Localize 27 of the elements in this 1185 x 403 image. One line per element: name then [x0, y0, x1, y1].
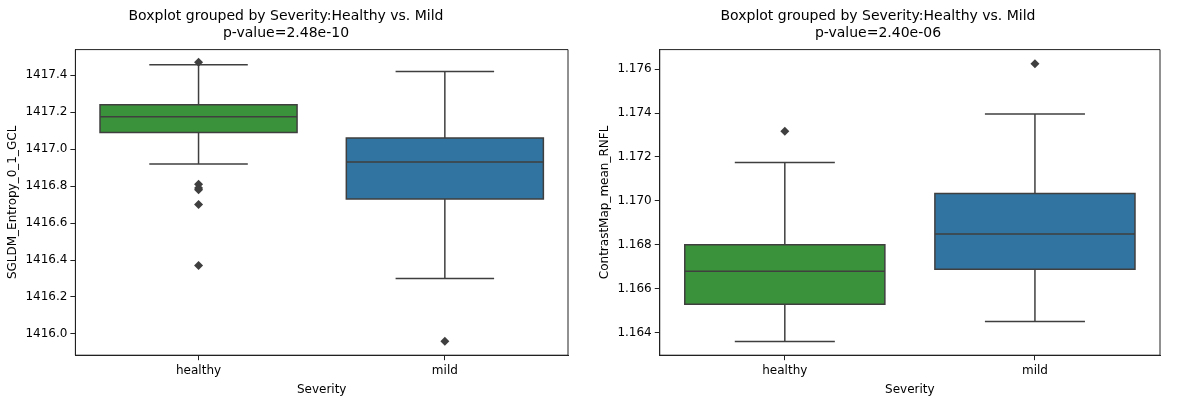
y-tick-label: 1416.6: [25, 215, 68, 230]
y-tick-label: 1.168: [617, 236, 652, 251]
chart-title: Boxplot grouped by Severity:Healthy vs. Mild: [720, 7, 1036, 24]
x-tick-label: mild: [431, 362, 458, 377]
y-tick-label: 1.166: [617, 280, 652, 295]
x-axis-title: Severity: [296, 381, 347, 396]
chart-title: Boxplot grouped by Severity:Healthy vs. Mild: [128, 7, 444, 24]
chart-subtitle: p-value=2.48e-10: [222, 23, 350, 40]
x-tick-label: healthy: [175, 362, 222, 377]
x-tick-label: mild: [1021, 362, 1048, 377]
y-axis-title: ContrastMap_mean_RNFL: [597, 125, 612, 280]
y-tick-label: 1416.4: [25, 252, 68, 267]
y-axis-title: SGLDM_Entropy_0_1_GCL: [5, 125, 20, 280]
y-tick-label: 1416.2: [25, 289, 68, 304]
x-axis-title: Severity: [885, 381, 935, 396]
x-tick-label: healthy: [762, 362, 808, 377]
y-tick-label: 1416.0: [25, 326, 68, 341]
y-tick-label: 1417.2: [25, 104, 68, 119]
y-tick-label: 1.176: [617, 61, 652, 76]
chart-subtitle: p-value=2.40e-06: [814, 23, 942, 40]
y-tick-label: 1.164: [617, 324, 652, 339]
y-tick-label: 1416.8: [25, 178, 68, 193]
y-tick-label: 1.170: [617, 192, 652, 207]
y-tick-label: 1417.0: [25, 141, 68, 156]
y-tick-label: 1417.4: [25, 67, 68, 82]
y-tick-label: 1.172: [617, 149, 652, 163]
y-tick-label: 1.174: [617, 105, 652, 120]
